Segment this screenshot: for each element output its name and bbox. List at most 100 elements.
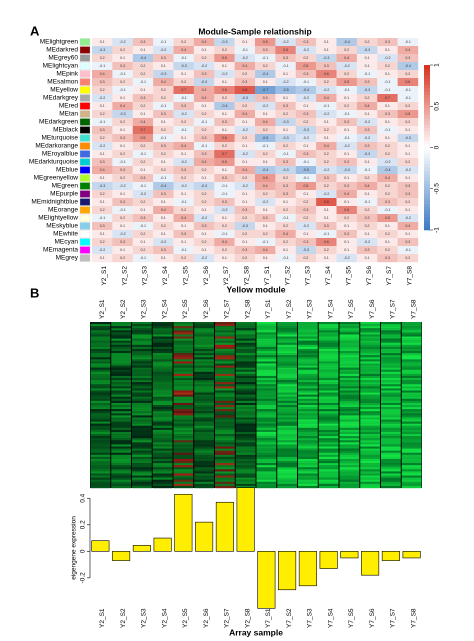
heatmap-cell bbox=[234, 110, 256, 119]
expression-stripe bbox=[277, 444, 297, 447]
heatmap-cell bbox=[112, 102, 133, 111]
expression-stripe bbox=[339, 471, 360, 474]
cell-value: 0.3 bbox=[283, 104, 288, 108]
expression-stripe bbox=[90, 429, 111, 433]
row-label: MElightgreen bbox=[40, 39, 79, 46]
expression-stripe bbox=[401, 398, 422, 402]
cell-value: 0.2 bbox=[405, 120, 410, 124]
expression-stripe bbox=[111, 384, 131, 387]
expression-stripe bbox=[194, 371, 214, 375]
expression-stripe bbox=[235, 334, 256, 337]
expression-stripe bbox=[132, 336, 152, 339]
expression-stripe bbox=[194, 359, 214, 362]
heatmap-cell bbox=[173, 126, 195, 135]
cell-value: 0.2 bbox=[161, 168, 166, 172]
cell-value: 0.6 bbox=[344, 208, 349, 212]
y-tick-label: 0.4 bbox=[80, 493, 87, 502]
expression-stripe bbox=[215, 369, 235, 372]
heatmap-cell bbox=[234, 142, 256, 151]
heatmap-cell bbox=[234, 46, 256, 55]
cell-value: -0.4 bbox=[405, 64, 411, 68]
expression-stripe bbox=[90, 384, 111, 387]
cell-value: 0.2 bbox=[140, 64, 145, 68]
heatmap-cell bbox=[92, 38, 113, 47]
heatmap-cell bbox=[112, 94, 133, 103]
expression-stripe bbox=[215, 363, 235, 366]
expression-stripe bbox=[318, 479, 339, 482]
cell-value: 0.2 bbox=[120, 48, 125, 52]
heatmap-cell bbox=[173, 190, 195, 199]
heatmap-cell bbox=[214, 158, 235, 167]
expression-stripe bbox=[298, 409, 318, 412]
heatmap-cell bbox=[377, 222, 398, 231]
expression-stripe bbox=[235, 357, 256, 360]
heatmap-cell bbox=[214, 110, 235, 119]
heatmap-cell bbox=[112, 166, 133, 175]
expression-stripe bbox=[173, 417, 194, 420]
cell-value: 0.4 bbox=[222, 240, 227, 244]
expression-stripe bbox=[381, 334, 401, 337]
cell-value: 0.2 bbox=[181, 176, 186, 180]
expression-stripe bbox=[298, 440, 318, 443]
expression-stripe bbox=[381, 400, 401, 404]
expression-stripe bbox=[111, 371, 131, 375]
cell-value: -0.4 bbox=[262, 168, 268, 172]
expression-stripe bbox=[360, 348, 380, 352]
cell-value: 0.3 bbox=[202, 152, 207, 156]
heatmap-cell bbox=[92, 174, 113, 183]
expression-stripe bbox=[318, 365, 339, 368]
expression-stripe bbox=[318, 471, 339, 474]
expression-stripe bbox=[235, 330, 256, 333]
expression-stripe bbox=[90, 338, 111, 341]
expression-stripe bbox=[401, 344, 422, 348]
cell-value: -0.1 bbox=[262, 144, 268, 148]
cell-value: -0.3 bbox=[99, 184, 105, 188]
expression-stripe bbox=[318, 346, 339, 350]
heatmap-cell bbox=[295, 206, 317, 215]
expression-stripe bbox=[298, 367, 318, 370]
cell-value: -0.1 bbox=[119, 208, 125, 212]
expression-stripe bbox=[152, 427, 173, 431]
expression-stripe bbox=[256, 346, 277, 350]
heatmap-cell bbox=[397, 238, 419, 247]
heatmap-cell bbox=[255, 78, 276, 87]
expression-stripe bbox=[360, 328, 380, 331]
colorbar-step bbox=[424, 117, 430, 122]
cell-value: 0.7 bbox=[385, 96, 390, 100]
expression-stripe bbox=[256, 367, 277, 370]
x-tick-label: Y7_S1 bbox=[264, 266, 271, 286]
cell-value: 0.1 bbox=[283, 200, 288, 204]
heatmap-cell bbox=[275, 150, 296, 159]
expression-stripe bbox=[360, 454, 380, 458]
heatmap-cell bbox=[92, 238, 113, 247]
expression-stripe bbox=[111, 419, 131, 422]
expression-stripe bbox=[194, 357, 214, 360]
heatmap-cell bbox=[316, 150, 337, 159]
heatmap-cell bbox=[295, 94, 317, 103]
expression-stripe bbox=[256, 324, 277, 327]
expression-stripe bbox=[318, 371, 339, 375]
expression-stripe bbox=[298, 405, 318, 408]
cell-value: 0.3 bbox=[202, 72, 207, 76]
colorbar-step bbox=[424, 107, 430, 112]
expression-stripe bbox=[360, 342, 380, 346]
expression-stripe bbox=[215, 353, 235, 356]
expression-stripe bbox=[194, 413, 214, 416]
expression-stripe bbox=[235, 380, 256, 383]
expression-stripe bbox=[401, 444, 422, 447]
expression-stripe bbox=[132, 456, 152, 460]
cell-value: 0.4 bbox=[202, 96, 207, 100]
expression-stripe bbox=[360, 467, 380, 470]
expression-stripe bbox=[298, 330, 318, 333]
expression-stripe bbox=[298, 456, 318, 460]
expression-stripe bbox=[360, 469, 380, 472]
module-swatch bbox=[79, 238, 91, 246]
heatmap-cell bbox=[214, 246, 235, 255]
expression-stripe bbox=[194, 342, 214, 346]
cell-value: 0.3 bbox=[100, 128, 105, 132]
expression-stripe bbox=[235, 326, 256, 329]
expression-stripe bbox=[235, 392, 256, 395]
cell-value: 0.2 bbox=[324, 184, 329, 188]
expression-stripe bbox=[360, 324, 380, 327]
